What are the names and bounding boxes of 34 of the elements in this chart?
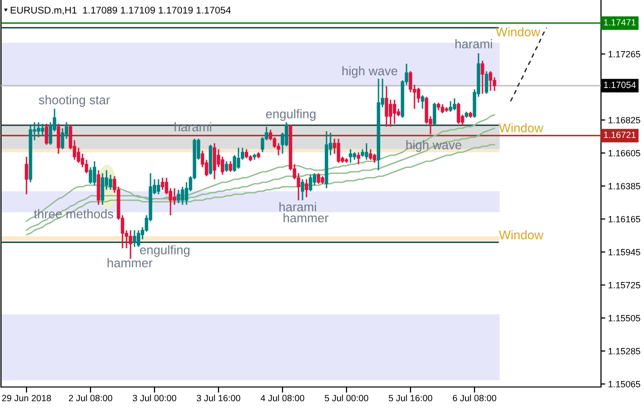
annotation: Window — [498, 123, 544, 132]
annotation: engulfing — [140, 245, 190, 257]
x-tick-label: 5 Jul 16:00 — [388, 394, 432, 402]
y-tick-label: 1.17265 — [608, 50, 640, 58]
ref-line-label: 1.17054 — [604, 82, 636, 88]
annotation: engulfing — [266, 109, 316, 121]
annotation: harami — [279, 202, 316, 212]
x-tick-label: 2 Jul 08:00 — [68, 394, 112, 402]
candlestick — [492, 76, 496, 92]
annotation: high wave — [342, 66, 398, 78]
y-tick-label: 1.16825 — [608, 116, 640, 124]
annotation: Window — [498, 230, 544, 240]
annotation: hammer — [284, 213, 328, 222]
y-tick-label: 1.16385 — [608, 182, 640, 190]
ref-line-label: 1.17471 — [604, 19, 636, 26]
y-tick-label: 1.15505 — [608, 314, 640, 322]
y-tick-label: 1.15945 — [608, 248, 640, 256]
x-tick-label: 29 Jun 2018 — [2, 394, 51, 402]
y-tick-label: 1.15285 — [608, 348, 640, 354]
annotation: harami — [455, 39, 492, 48]
annotation: shooting star — [38, 95, 110, 107]
x-tick-label: 3 Jul 00:00 — [132, 394, 176, 402]
annotation: Window — [496, 27, 540, 36]
x-tick-label: 5 Jul 00:00 — [324, 394, 368, 402]
y-tick-label: 1.15725 — [608, 282, 640, 288]
x-tick-label: 3 Jul 16:00 — [196, 394, 240, 402]
y-tick-label: 1.16605 — [608, 150, 640, 156]
y-tick-label: 1.16165 — [608, 216, 640, 222]
x-tick-label: 6 Jul 08:00 — [452, 394, 496, 402]
annotation: hammer — [108, 258, 152, 268]
ref-line-label: 1.16721 — [604, 132, 636, 138]
x-tick-label: 4 Jul 08:00 — [260, 394, 304, 402]
text: EURUSD.m,H1 1.17089 1.17109 1.17019 1.17054 — [10, 6, 231, 15]
y-tick-label: 1.15065 — [608, 380, 640, 388]
